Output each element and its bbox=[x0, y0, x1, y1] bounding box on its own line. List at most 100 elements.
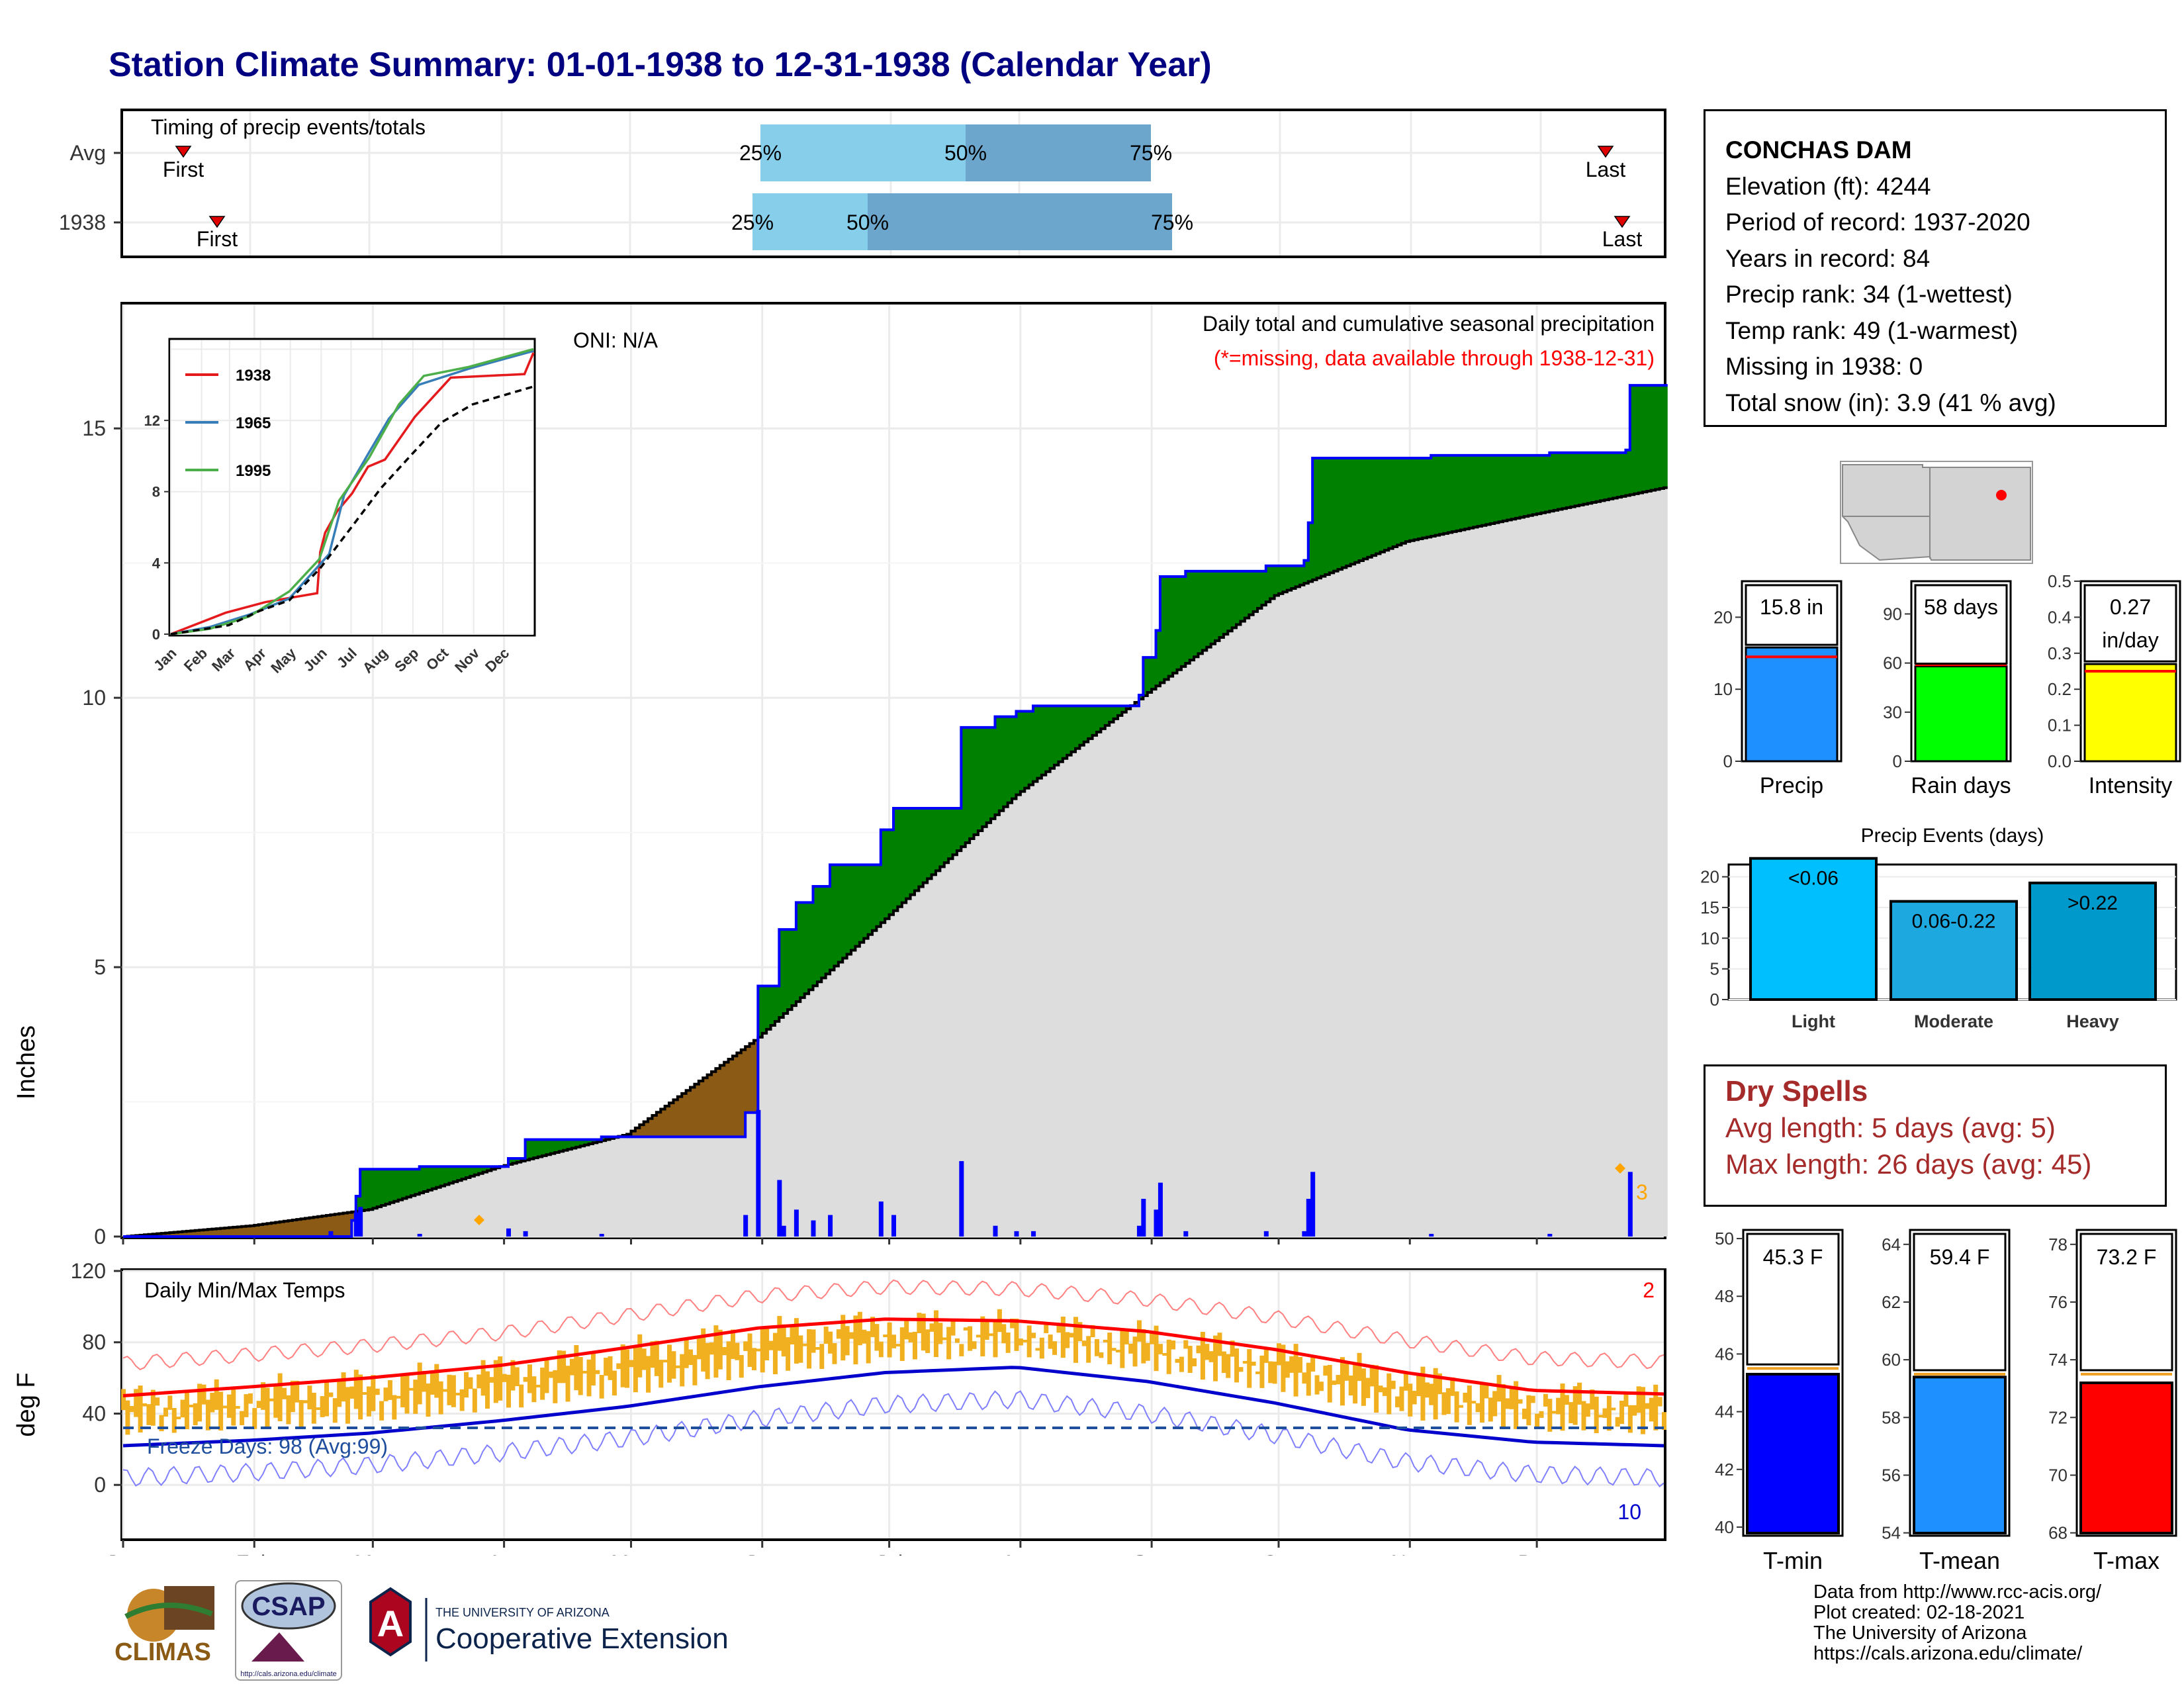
daily-temp-bar bbox=[1509, 1388, 1514, 1409]
event-category: Light bbox=[1792, 1011, 1835, 1031]
daily-temp-bar bbox=[171, 1408, 177, 1433]
precip-panel: 0 5 10 15 Daily total and cumulative season… bbox=[13, 302, 1668, 1244]
avg-p75-label: 75% bbox=[1130, 141, 1172, 165]
daily-temp-bar bbox=[1611, 1407, 1616, 1411]
daily-temp-bar bbox=[1539, 1411, 1544, 1418]
daily-temp-bar bbox=[692, 1354, 698, 1385]
daily-temp-bar bbox=[1424, 1382, 1430, 1398]
daily-temp-bar bbox=[870, 1317, 876, 1337]
daily-temp-bar bbox=[1471, 1401, 1477, 1404]
daily-temp-bar bbox=[1641, 1387, 1646, 1434]
temp-summary-ytick: 48 bbox=[1715, 1286, 1734, 1306]
cold-count: 10 bbox=[1617, 1500, 1641, 1524]
daily-temp-bar bbox=[1052, 1341, 1058, 1355]
temp-summary-label: T-max bbox=[2093, 1547, 2160, 1574]
daily-temp-bar bbox=[984, 1321, 989, 1340]
daily-temp-bar bbox=[1310, 1357, 1316, 1372]
daily-temp-bar bbox=[895, 1344, 901, 1347]
summary-ytick: 0 bbox=[1893, 751, 1902, 771]
daily-temp-bar bbox=[129, 1405, 134, 1413]
daily-temp-bar bbox=[976, 1335, 981, 1338]
daily-temp-bar bbox=[1619, 1400, 1625, 1425]
daily-temp-bar bbox=[1268, 1361, 1273, 1383]
daily-temp-bar bbox=[1416, 1374, 1422, 1397]
daily-temp-bar bbox=[849, 1332, 854, 1339]
daily-precip-bar bbox=[599, 1233, 604, 1237]
month-label: Oct bbox=[1262, 1551, 1295, 1556]
temp-ytick: 40 bbox=[82, 1401, 106, 1425]
daily-temp-bar bbox=[273, 1384, 279, 1418]
summary-label-box bbox=[1914, 584, 2008, 665]
daily-temp-bar bbox=[353, 1370, 359, 1409]
daily-temp-bar bbox=[1353, 1363, 1358, 1404]
daily-temp-bar bbox=[290, 1380, 295, 1413]
daily-temp-bar bbox=[1437, 1373, 1443, 1395]
daily-temp-bar bbox=[464, 1372, 469, 1398]
daily-temp-bar bbox=[286, 1395, 291, 1425]
daily-temp-bar bbox=[1154, 1325, 1159, 1372]
locator-map bbox=[1840, 461, 2033, 564]
daily-temp-bar bbox=[641, 1348, 647, 1370]
daily-temp-bar bbox=[1479, 1384, 1484, 1423]
daily-temp-bar bbox=[1572, 1386, 1578, 1425]
daily-temp-bar bbox=[155, 1397, 160, 1406]
daily-temp-bar bbox=[1018, 1338, 1023, 1346]
month-label: Aug bbox=[1001, 1551, 1039, 1556]
daily-temp-bar bbox=[1259, 1355, 1265, 1388]
daily-temp-bar bbox=[811, 1329, 816, 1353]
precip-subtitle: (*=missing, data available through 1938-… bbox=[1214, 346, 1655, 370]
daily-temp-bar bbox=[514, 1367, 520, 1387]
month-label: Jan bbox=[106, 1551, 140, 1556]
daily-temp-bar bbox=[1344, 1363, 1349, 1381]
event-bar bbox=[1749, 857, 1878, 1001]
daily-temp-bar bbox=[942, 1337, 947, 1340]
daily-temp-bar bbox=[781, 1324, 786, 1357]
avg-first-marker bbox=[175, 146, 192, 158]
daily-temp-bar bbox=[142, 1403, 147, 1407]
daily-temp-bar bbox=[1332, 1380, 1337, 1385]
temp-ytick: 80 bbox=[82, 1331, 106, 1354]
daily-temp-bar bbox=[756, 1348, 761, 1352]
svg-text:A: A bbox=[377, 1603, 404, 1644]
daily-temp-bar bbox=[1606, 1395, 1612, 1431]
daily-temp-bar bbox=[578, 1357, 583, 1395]
daily-temp-bar bbox=[777, 1315, 782, 1351]
summary-value-bar bbox=[1745, 646, 1839, 763]
summary-ytick: 0.5 bbox=[2048, 571, 2071, 591]
daily-temp-bar bbox=[680, 1354, 685, 1387]
daily-temp-bar bbox=[1581, 1401, 1586, 1430]
summary-label: Rain days bbox=[1911, 773, 2011, 798]
month-label: Nov bbox=[1391, 1551, 1429, 1556]
daily-temp-bar bbox=[1192, 1358, 1197, 1367]
daily-temp-bar bbox=[1645, 1403, 1650, 1409]
daily-temp-bar bbox=[1162, 1353, 1167, 1356]
daily-temp-bar bbox=[1378, 1385, 1383, 1393]
daily-temp-bar bbox=[730, 1329, 735, 1359]
daily-temp-bar bbox=[443, 1389, 448, 1392]
daily-temp-bar bbox=[828, 1331, 833, 1354]
daily-temp-bar bbox=[747, 1333, 752, 1367]
daily-temp-bar bbox=[1166, 1339, 1171, 1374]
temp-summary-bar bbox=[1746, 1372, 1840, 1534]
daily-temp-bar bbox=[523, 1377, 528, 1382]
row-label-avg: Avg bbox=[69, 141, 106, 165]
daily-temp-bar bbox=[362, 1392, 367, 1395]
summary-ytick: 0.2 bbox=[2048, 679, 2071, 699]
svg-text:THE UNIVERSITY OF ARIZONA: THE UNIVERSITY OF ARIZONA bbox=[435, 1606, 610, 1619]
daily-temp-bar bbox=[1577, 1382, 1582, 1405]
daily-temp-bar bbox=[1395, 1396, 1400, 1407]
daily-temp-bar bbox=[819, 1344, 825, 1370]
month-label: Mar bbox=[355, 1551, 391, 1556]
daily-temp-bar bbox=[1090, 1325, 1095, 1338]
daily-temp-bar bbox=[1217, 1333, 1222, 1356]
daily-temp-bar bbox=[604, 1358, 609, 1376]
events-ytick: 10 bbox=[1700, 928, 1719, 948]
avg-last-marker bbox=[1597, 146, 1614, 158]
extreme-count: 3 bbox=[1636, 1180, 1648, 1204]
daily-precip-bar bbox=[794, 1209, 799, 1237]
daily-temp-bar bbox=[705, 1342, 710, 1380]
daily-temp-bar bbox=[1602, 1408, 1608, 1418]
daily-temp-bar bbox=[1390, 1380, 1396, 1389]
year-first-marker bbox=[208, 216, 226, 228]
daily-temp-bar bbox=[625, 1349, 630, 1388]
